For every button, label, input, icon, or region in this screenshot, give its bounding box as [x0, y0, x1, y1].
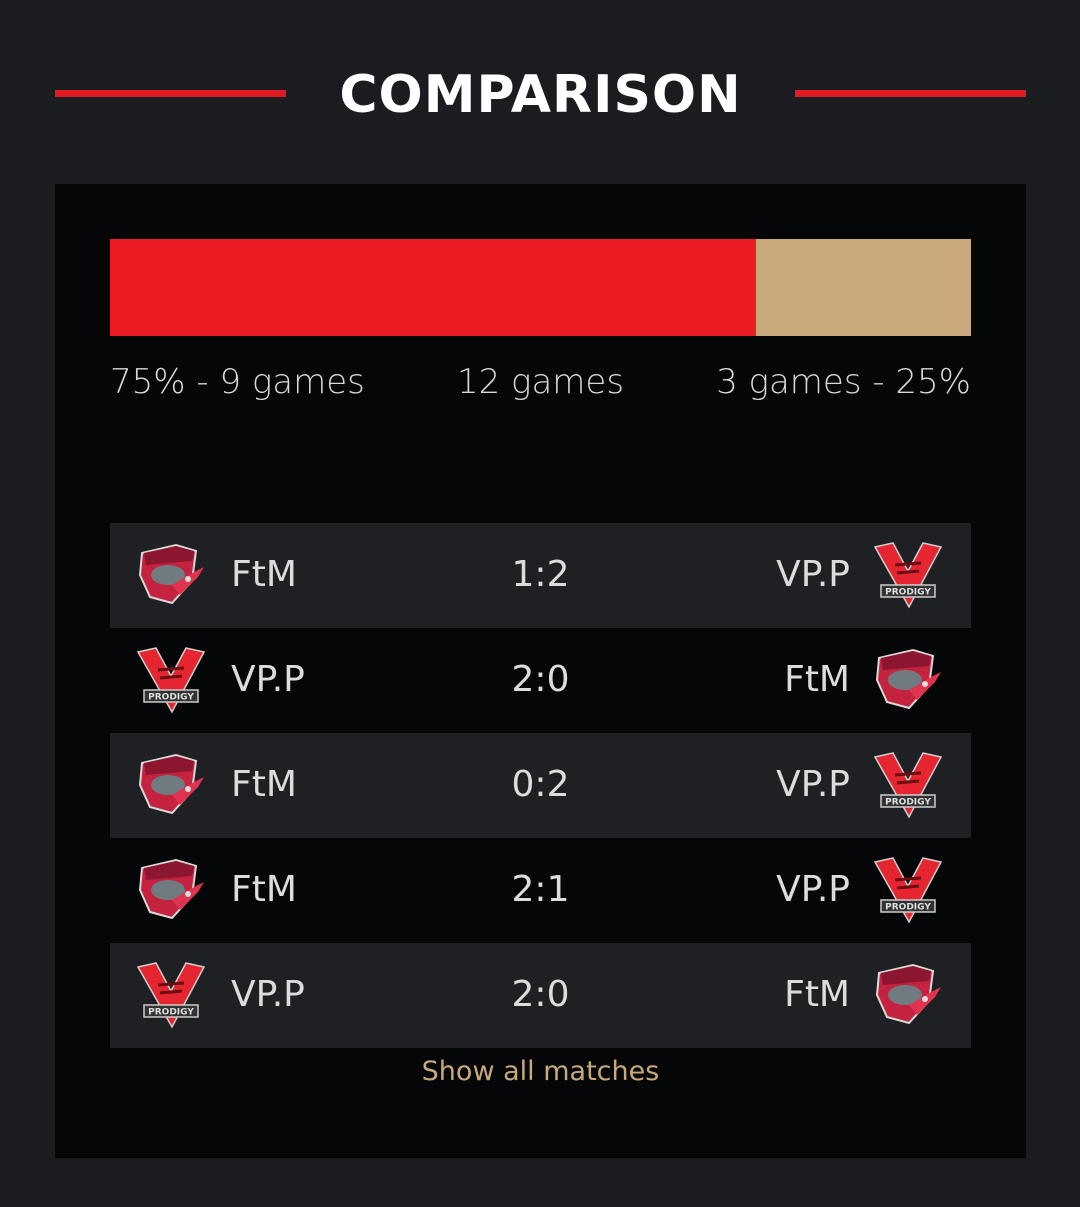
section-header: COMPARISON	[55, 60, 1026, 130]
right-team-name: FtM	[784, 659, 850, 700]
win-share-bar	[110, 239, 971, 336]
show-all-matches-link[interactable]: Show all matches	[421, 1056, 660, 1087]
match-row[interactable]: FtM 1:2 VP.P PRODIGY	[110, 523, 971, 628]
match-score: 2:0	[511, 659, 570, 700]
flytomoon-logo-icon	[136, 751, 206, 819]
vp-prodigy-logo-icon: PRODIGY	[873, 541, 943, 609]
vp-prodigy-logo-icon: PRODIGY	[873, 856, 943, 924]
win-share-left	[110, 239, 756, 336]
left-team-stat: 75% - 9 games	[110, 362, 365, 402]
win-share-right	[755, 239, 971, 336]
svg-text:PRODIGY: PRODIGY	[885, 798, 931, 808]
match-score: 0:2	[511, 764, 570, 805]
right-team-name: VP.P	[776, 554, 850, 595]
flytomoon-logo-icon	[136, 541, 206, 609]
vp-prodigy-logo-icon: PRODIGY	[136, 961, 206, 1029]
left-team-name: VP.P	[231, 659, 305, 700]
right-team-stat: 3 games - 25%	[716, 362, 971, 402]
win-stats: 75% - 9 games 12 games 3 games - 25%	[110, 362, 971, 406]
left-team-name: FtM	[231, 554, 297, 595]
right-team-name: VP.P	[776, 764, 850, 805]
left-team-name: VP.P	[231, 974, 305, 1015]
left-team-name: FtM	[231, 764, 297, 805]
svg-text:PRODIGY: PRODIGY	[148, 1008, 194, 1018]
vp-prodigy-logo-icon: PRODIGY	[136, 646, 206, 714]
flytomoon-logo-icon	[873, 961, 943, 1029]
total-games: 12 games	[456, 362, 625, 402]
left-team-name: FtM	[231, 869, 297, 910]
header-divider-left	[55, 90, 286, 97]
svg-text:PRODIGY: PRODIGY	[885, 588, 931, 598]
page-title: COMPARISON	[339, 65, 742, 125]
match-row[interactable]: PRODIGY VP.P 2:0 FtM	[110, 628, 971, 733]
flytomoon-logo-icon	[136, 856, 206, 924]
match-score: 2:1	[511, 869, 570, 910]
match-score: 1:2	[511, 554, 570, 595]
match-list: FtM 1:2 VP.P PRODIGY PRODIGY VP.P 2:0 FtM…	[110, 523, 971, 1048]
flytomoon-logo-icon	[873, 646, 943, 714]
vp-prodigy-logo-icon: PRODIGY	[873, 751, 943, 819]
right-team-name: FtM	[784, 974, 850, 1015]
match-row[interactable]: FtM 0:2 VP.P PRODIGY	[110, 733, 971, 838]
header-divider-right	[795, 90, 1026, 97]
match-score: 2:0	[511, 974, 570, 1015]
match-row[interactable]: FtM 2:1 VP.P PRODIGY	[110, 838, 971, 943]
comparison-panel: 75% - 9 games 12 games 3 games - 25% FtM…	[55, 184, 1026, 1158]
svg-text:PRODIGY: PRODIGY	[148, 693, 194, 703]
match-row[interactable]: PRODIGY VP.P 2:0 FtM	[110, 943, 971, 1048]
right-team-name: VP.P	[776, 869, 850, 910]
svg-text:PRODIGY: PRODIGY	[885, 903, 931, 913]
